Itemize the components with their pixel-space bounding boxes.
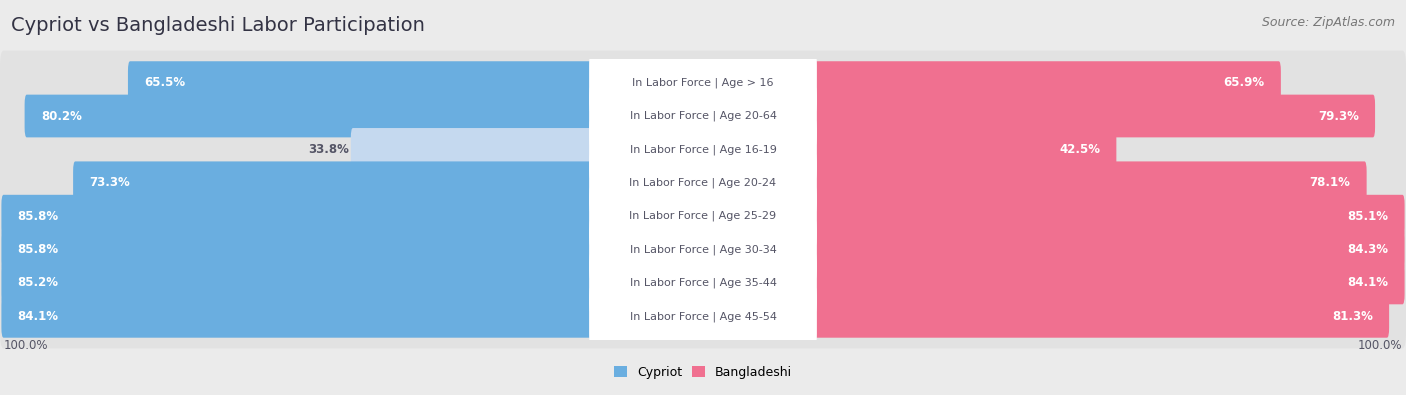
FancyBboxPatch shape [0,284,1406,348]
FancyBboxPatch shape [813,195,1405,237]
FancyBboxPatch shape [128,61,593,104]
Text: 79.3%: 79.3% [1317,109,1358,122]
Text: 33.8%: 33.8% [308,143,350,156]
FancyBboxPatch shape [589,49,817,117]
Legend: Cypriot, Bangladeshi: Cypriot, Bangladeshi [609,361,797,384]
FancyBboxPatch shape [813,295,1389,338]
Text: In Labor Force | Age 35-44: In Labor Force | Age 35-44 [630,278,776,288]
FancyBboxPatch shape [0,218,1406,282]
Text: 100.0%: 100.0% [1358,339,1403,352]
FancyBboxPatch shape [1,195,593,237]
FancyBboxPatch shape [0,151,1406,215]
FancyBboxPatch shape [589,282,817,350]
Text: Cypriot vs Bangladeshi Labor Participation: Cypriot vs Bangladeshi Labor Participati… [11,16,425,35]
Text: In Labor Force | Age 20-64: In Labor Force | Age 20-64 [630,111,776,121]
FancyBboxPatch shape [813,162,1367,204]
FancyBboxPatch shape [813,128,1116,171]
FancyBboxPatch shape [25,95,593,137]
Text: 85.2%: 85.2% [17,276,59,290]
Text: 85.8%: 85.8% [17,243,59,256]
Text: In Labor Force | Age 25-29: In Labor Force | Age 25-29 [630,211,776,222]
Text: In Labor Force | Age 45-54: In Labor Force | Age 45-54 [630,311,776,322]
Text: Source: ZipAtlas.com: Source: ZipAtlas.com [1261,16,1395,29]
Text: In Labor Force | Age > 16: In Labor Force | Age > 16 [633,77,773,88]
FancyBboxPatch shape [589,82,817,150]
FancyBboxPatch shape [813,61,1281,104]
Text: 78.1%: 78.1% [1309,176,1350,189]
FancyBboxPatch shape [813,261,1405,304]
Text: 85.8%: 85.8% [17,210,59,223]
FancyBboxPatch shape [0,117,1406,181]
FancyBboxPatch shape [589,216,817,283]
Text: 84.1%: 84.1% [1347,276,1389,290]
FancyBboxPatch shape [352,128,593,171]
FancyBboxPatch shape [1,228,593,271]
FancyBboxPatch shape [813,95,1375,137]
Text: 85.1%: 85.1% [1347,210,1389,223]
FancyBboxPatch shape [0,184,1406,248]
Text: 65.9%: 65.9% [1223,76,1265,89]
FancyBboxPatch shape [1,295,593,338]
FancyBboxPatch shape [589,116,817,183]
Text: 80.2%: 80.2% [41,109,82,122]
Text: 65.5%: 65.5% [145,76,186,89]
FancyBboxPatch shape [73,162,593,204]
Text: 73.3%: 73.3% [89,176,129,189]
FancyBboxPatch shape [0,51,1406,115]
FancyBboxPatch shape [589,182,817,250]
FancyBboxPatch shape [1,261,593,304]
Text: In Labor Force | Age 16-19: In Labor Force | Age 16-19 [630,144,776,155]
FancyBboxPatch shape [813,228,1405,271]
Text: In Labor Force | Age 20-24: In Labor Force | Age 20-24 [630,177,776,188]
FancyBboxPatch shape [589,149,817,216]
FancyBboxPatch shape [589,249,817,317]
FancyBboxPatch shape [0,251,1406,315]
Text: In Labor Force | Age 30-34: In Labor Force | Age 30-34 [630,244,776,255]
Text: 84.3%: 84.3% [1347,243,1389,256]
FancyBboxPatch shape [0,84,1406,148]
Text: 84.1%: 84.1% [17,310,59,323]
Text: 42.5%: 42.5% [1059,143,1099,156]
Text: 81.3%: 81.3% [1331,310,1372,323]
Text: 100.0%: 100.0% [3,339,48,352]
